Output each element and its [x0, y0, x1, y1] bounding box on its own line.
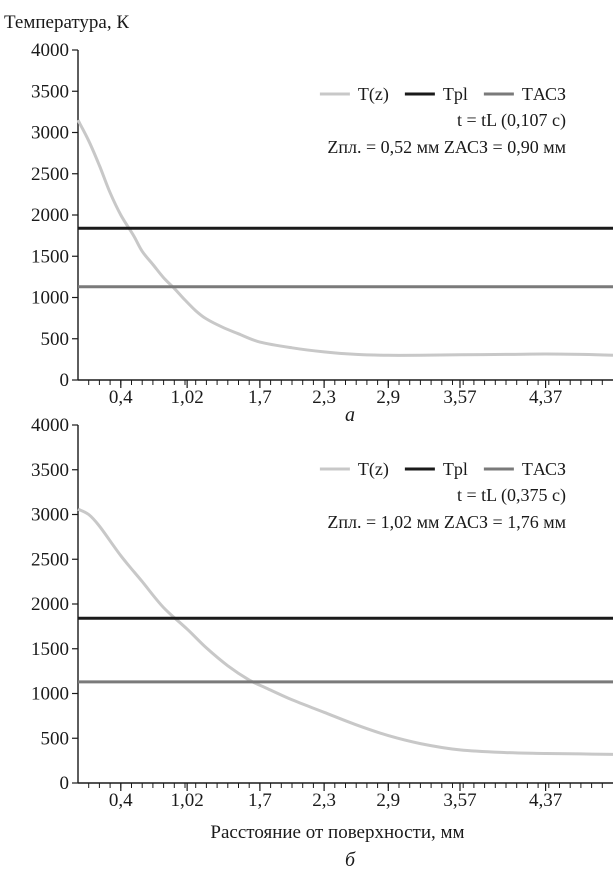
annotation-2: Zпл. = 1,02 мм ZАСЗ = 1,76 мм: [327, 512, 566, 532]
annotation-1: t = tL (0,107 с): [457, 110, 566, 131]
x-tick-label: 3,57: [443, 387, 476, 408]
annotation-2: Zпл. = 0,52 мм ZАСЗ = 0,90 мм: [327, 137, 566, 157]
panel-letter: б: [345, 849, 356, 871]
annotation-1: t = tL (0,375 с): [457, 485, 566, 506]
y-tick-label: 2000: [31, 594, 69, 615]
x-axis-title: Расстояние от поверхности, мм: [210, 822, 464, 843]
legend-label-tasz: TАСЗ: [522, 84, 566, 104]
x-tick-label: 1,7: [248, 790, 272, 811]
x-tick-label: 2,3: [312, 790, 336, 811]
x-tick-label: 0,4: [109, 387, 133, 408]
y-tick-label: 1000: [31, 288, 69, 309]
y-tick-label: 3500: [31, 460, 69, 481]
y-tick-label: 2500: [31, 164, 69, 185]
x-tick-label: 2,3: [312, 387, 336, 408]
x-tick-label: 1,7: [248, 387, 272, 408]
y-tick-label: 500: [41, 728, 70, 749]
legend-label-tz: T(z): [358, 84, 389, 105]
legend-label-tpl: Tpl: [443, 459, 468, 479]
y-tick-label: 0: [60, 370, 70, 391]
y-tick-label: 2000: [31, 205, 69, 226]
y-tick-label: 3000: [31, 505, 69, 526]
y-tick-label: 4000: [31, 40, 69, 61]
series-line-tz: [77, 507, 613, 756]
series-line-tz: [76, 119, 613, 357]
y-tick-label: 3000: [31, 123, 69, 144]
x-tick-label: 1,02: [171, 387, 204, 408]
x-tick-label: 3,57: [443, 790, 476, 811]
x-tick-label: 2,9: [376, 790, 400, 811]
x-tick-label: 4,37: [529, 790, 562, 811]
chart-panel-2: 0 500 1000 1500 2000 2500 3000 3500 4000 0,4 1,02 1…: [31, 415, 613, 871]
x-tick-label: 1,02: [171, 790, 204, 811]
x-tick-label: 2,9: [376, 387, 400, 408]
y-tick-label: 1000: [31, 684, 69, 705]
y-tick-label: 4000: [31, 415, 69, 436]
x-tick-label: 0,4: [109, 790, 133, 811]
chart-panel-1: Температура, К 0 500 1000 1500 2000 2500 3000 35…: [4, 12, 613, 426]
y-tick-label: 3500: [31, 81, 69, 102]
y-tick-label: 500: [41, 329, 70, 350]
panel-letter: а: [345, 404, 355, 426]
x-tick-label: 4,37: [529, 387, 562, 408]
y-tick-label: 2500: [31, 549, 69, 570]
y-tick-label: 1500: [31, 639, 69, 660]
y-tick-label: 1500: [31, 246, 69, 267]
legend-label-tz: T(z): [358, 459, 389, 480]
y-tick-label: 0: [60, 773, 70, 794]
legend-label-tasz: TАСЗ: [522, 459, 566, 479]
y-axis-title: Температура, К: [4, 12, 129, 33]
legend-label-tpl: Tpl: [443, 84, 468, 104]
